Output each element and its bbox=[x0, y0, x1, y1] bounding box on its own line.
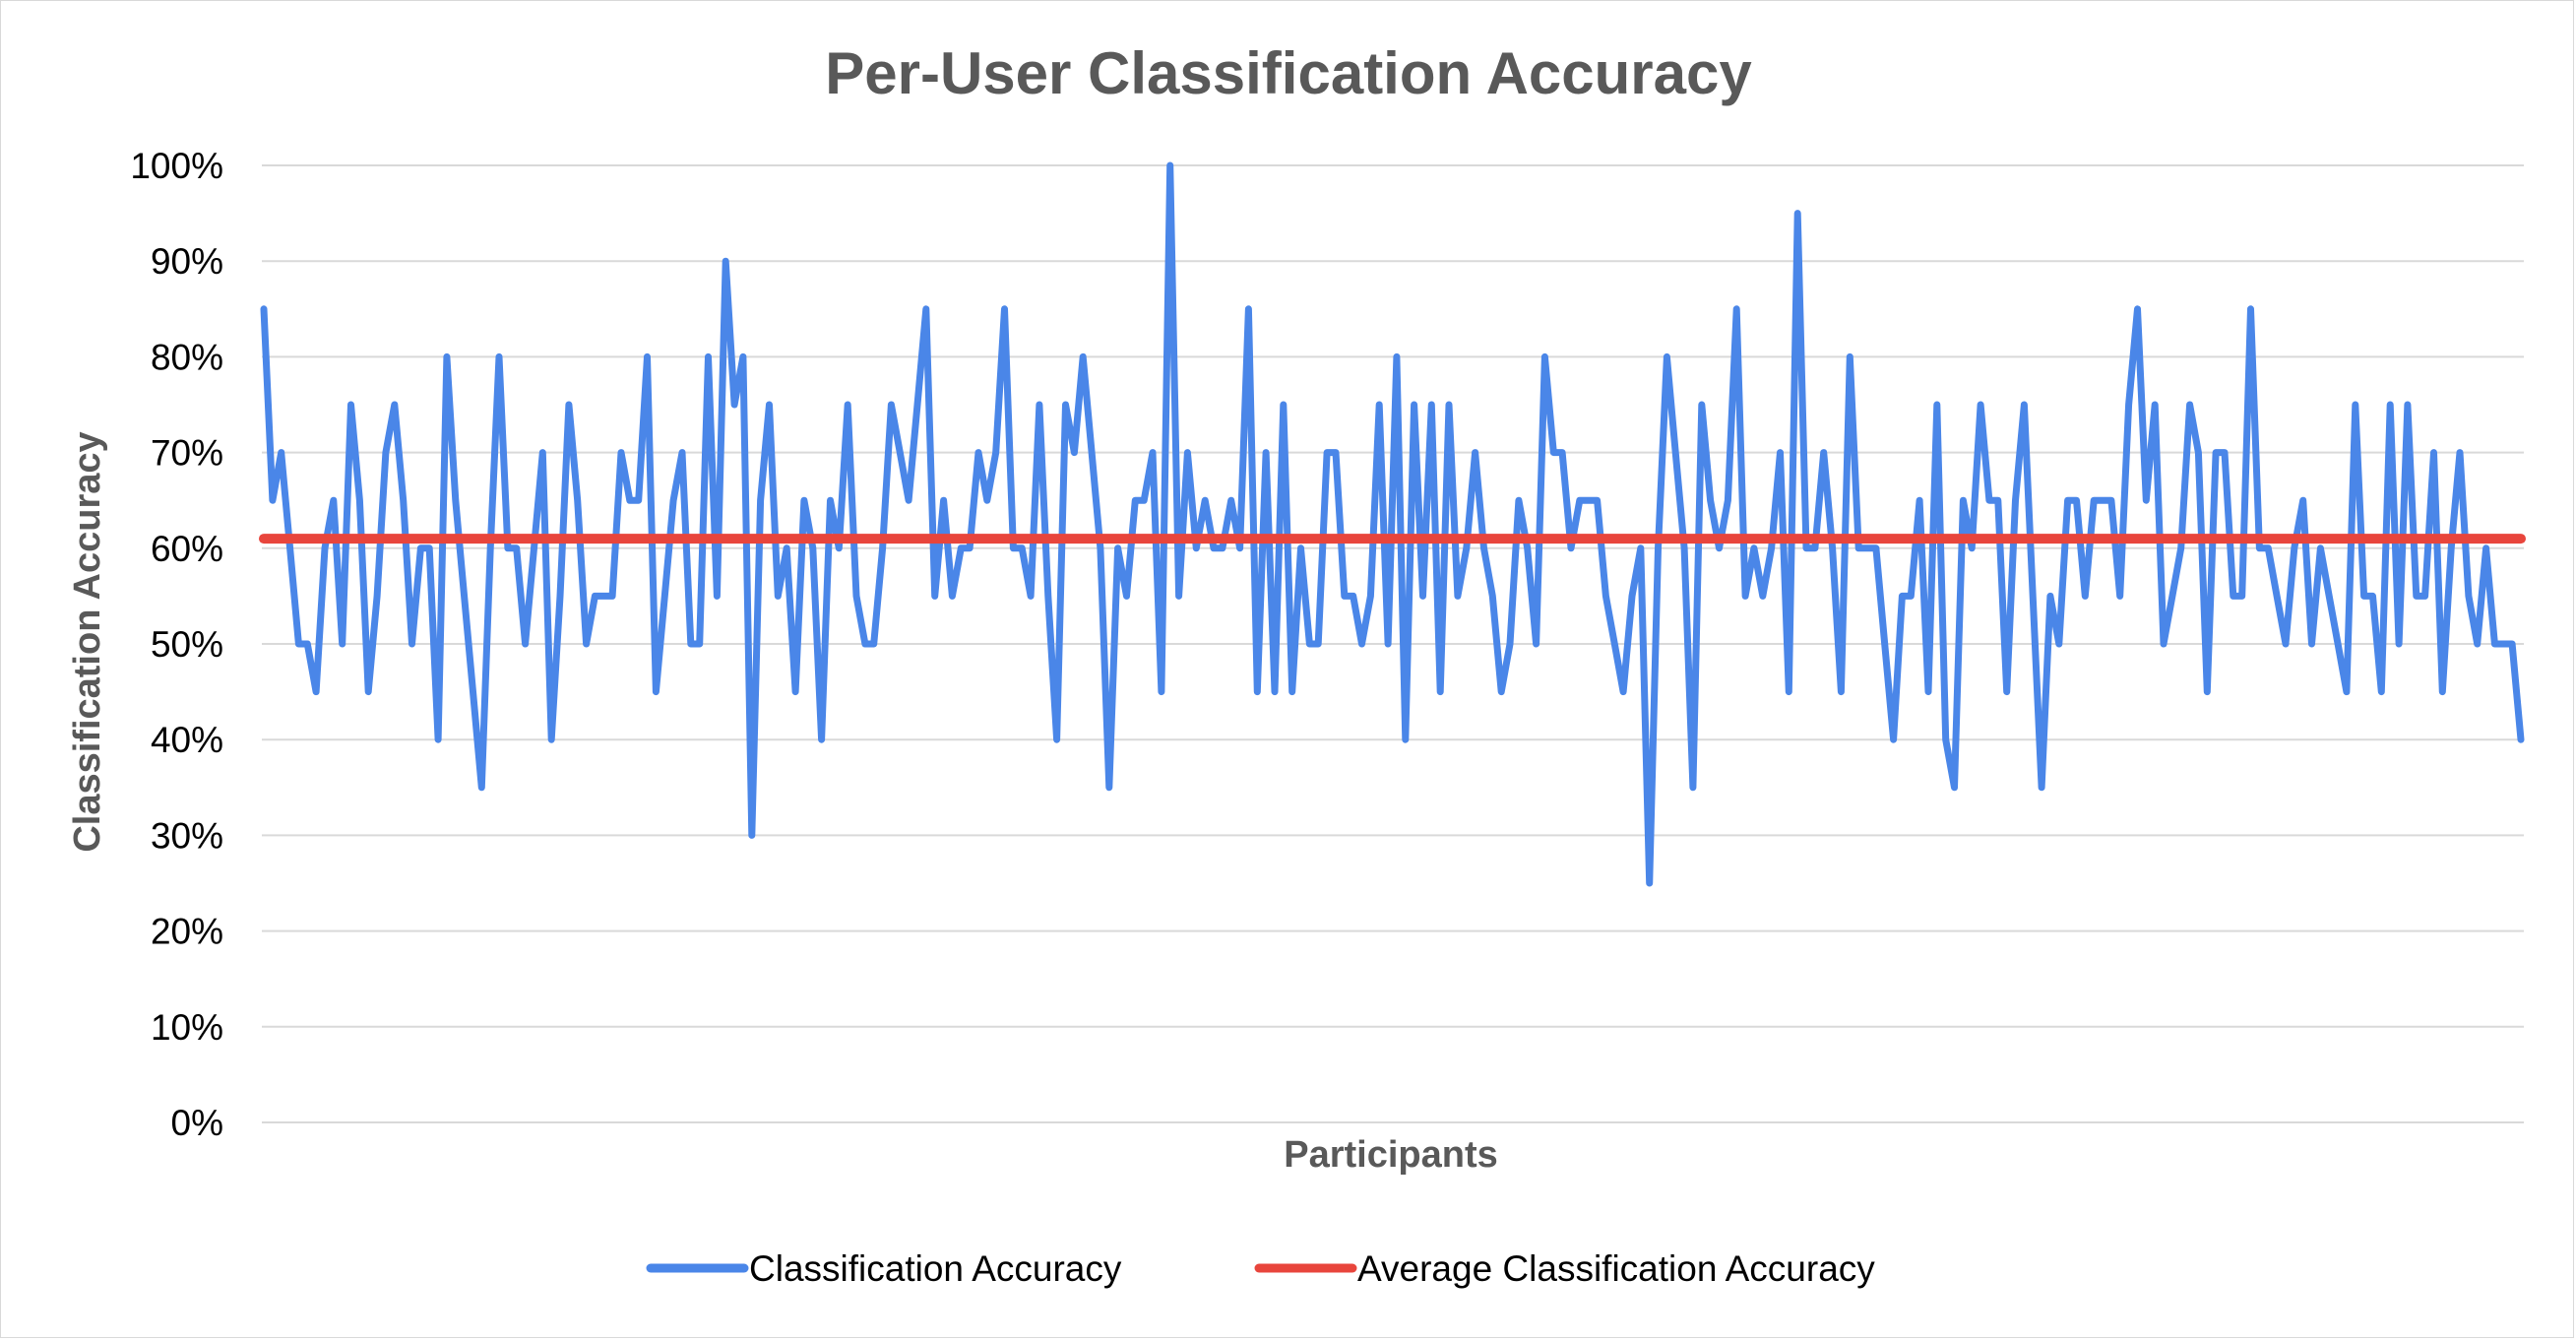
x-axis-title: Participants bbox=[1284, 1134, 1498, 1176]
legend-item-accuracy[interactable]: Classification Accuracy bbox=[646, 1248, 1122, 1289]
y-tick-label: 20% bbox=[151, 912, 223, 952]
y-tick-label: 10% bbox=[151, 1007, 223, 1048]
y-axis-title: Classification Accuracy bbox=[67, 431, 108, 852]
y-tick-label: 80% bbox=[151, 337, 223, 377]
series-line-classification-accuracy[interactable] bbox=[260, 161, 2525, 887]
y-tick-label: 60% bbox=[151, 529, 223, 569]
y-tick-label: 70% bbox=[151, 433, 223, 474]
legend-item-average[interactable]: Average Classification Accuracy bbox=[1254, 1248, 1875, 1289]
y-tick-label: 50% bbox=[151, 624, 223, 665]
legend: Classification Accuracy Average Classifi… bbox=[646, 1248, 1875, 1289]
legend-label-accuracy: Classification Accuracy bbox=[749, 1248, 1122, 1289]
y-tick-label: 30% bbox=[151, 815, 223, 856]
gridlines bbox=[262, 164, 2524, 1123]
legend-label-average: Average Classification Accuracy bbox=[1357, 1248, 1875, 1289]
y-tick-label: 90% bbox=[151, 241, 223, 282]
y-tick-label: 0% bbox=[171, 1103, 223, 1143]
y-tick-labels: 0% 10% 20% 30% 40% 50% 60% 70% 80% 90% 100% bbox=[130, 146, 223, 1143]
chart-title: Per-User Classification Accuracy bbox=[825, 40, 1752, 106]
series-layer bbox=[259, 161, 2526, 887]
y-tick-label: 40% bbox=[151, 720, 223, 760]
y-tick-label: 100% bbox=[130, 146, 223, 186]
